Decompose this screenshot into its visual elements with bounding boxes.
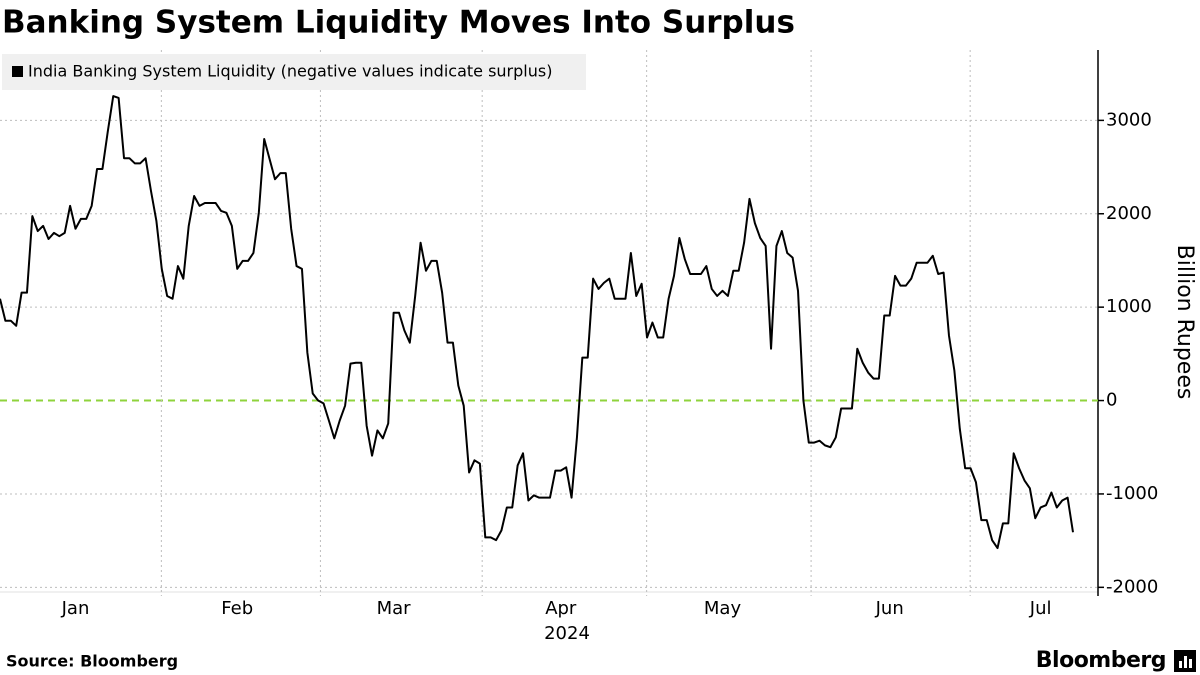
y-tick-label: 1000 xyxy=(1106,296,1152,317)
legend: India Banking System Liquidity (negative… xyxy=(2,54,586,90)
x-tick-label: Jan xyxy=(61,598,90,619)
x-tick-label: Mar xyxy=(377,598,412,619)
x-tick-label: Jun xyxy=(875,598,904,619)
y-tick-label: 0 xyxy=(1106,390,1117,411)
brand: Bloomberg xyxy=(1036,648,1166,673)
chart-title: Banking System Liquidity Moves Into Surp… xyxy=(2,5,795,41)
x-tick-label: May xyxy=(704,598,742,619)
legend-swatch xyxy=(12,66,23,77)
y-tick-label: 2000 xyxy=(1106,203,1152,224)
legend-box xyxy=(2,54,586,90)
legend-label: India Banking System Liquidity (negative… xyxy=(28,62,552,81)
x-tick-label: Feb xyxy=(221,598,253,619)
y-tick-label: -2000 xyxy=(1106,576,1158,597)
x-axis-label: 2024 xyxy=(544,623,590,644)
data-line xyxy=(0,95,1074,550)
y-tick-label: 3000 xyxy=(1106,109,1152,130)
y-tick-label: -1000 xyxy=(1106,483,1158,504)
y-axis-label: Billion Rupees xyxy=(1172,245,1197,400)
x-tick-label: Apr xyxy=(545,598,577,619)
source: Source: Bloomberg xyxy=(6,652,178,671)
x-tick-label: Jul xyxy=(1029,598,1052,619)
brand-icon xyxy=(1174,650,1196,672)
